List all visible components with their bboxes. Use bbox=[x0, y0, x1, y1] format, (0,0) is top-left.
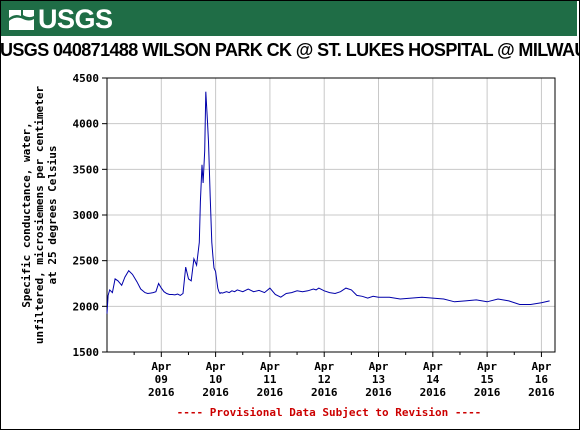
x-tick-label: Apr bbox=[314, 360, 334, 373]
x-tick-label: 2016 bbox=[528, 386, 555, 399]
y-axis-label-line: unfiltered, microsiemens per centimeter bbox=[33, 85, 46, 344]
y-axis-ticks: 1500 2000 2500 3000 3500 4000 4500 bbox=[73, 72, 107, 359]
series bbox=[106, 91, 550, 314]
chart-title: USGS 040871488 WILSON PARK CK @ ST. LUKE… bbox=[0, 40, 580, 60]
x-tick-label: 2016 bbox=[257, 386, 284, 399]
x-tick-label: 14 bbox=[426, 373, 440, 386]
y-tick-label: 4000 bbox=[73, 118, 100, 131]
x-axis-ticks: Apr092016Apr102016Apr112016Apr122016Apr1… bbox=[133, 352, 555, 399]
x-tick-label: 2016 bbox=[365, 386, 392, 399]
x-tick-label: 10 bbox=[209, 373, 222, 386]
x-tick-label: Apr bbox=[260, 360, 280, 373]
x-tick-label: 2016 bbox=[474, 386, 501, 399]
y-axis-label-line: at 25 degrees Celsius bbox=[46, 145, 59, 284]
y-tick-label: 3500 bbox=[73, 163, 100, 176]
x-tick-label: 09 bbox=[155, 373, 168, 386]
x-tick-label: 15 bbox=[480, 373, 493, 386]
y-tick-label: 3000 bbox=[73, 209, 100, 222]
x-tick-label: 2016 bbox=[148, 386, 175, 399]
y-axis-label-line: Specific conductance, water, bbox=[20, 122, 33, 307]
x-tick-label: Apr bbox=[206, 360, 226, 373]
usgs-banner: USGS bbox=[1, 1, 577, 36]
x-tick-label: 2016 bbox=[202, 386, 229, 399]
y-tick-label: 2000 bbox=[73, 300, 100, 313]
conductance-line bbox=[106, 91, 550, 314]
usgs-logo-text: USGS bbox=[38, 3, 113, 34]
x-tick-label: 13 bbox=[372, 373, 385, 386]
x-tick-label: Apr bbox=[369, 360, 389, 373]
x-tick-label: Apr bbox=[477, 360, 497, 373]
y-tick-label: 2500 bbox=[73, 255, 100, 268]
x-tick-label: Apr bbox=[531, 360, 551, 373]
y-axis-label: Specific conductance, water, unfiltered, … bbox=[20, 85, 59, 344]
x-tick-label: 11 bbox=[263, 373, 277, 386]
x-tick-label: Apr bbox=[423, 360, 443, 373]
usgs-wave-icon bbox=[9, 10, 34, 30]
x-tick-label: 2016 bbox=[311, 386, 338, 399]
x-tick-label: Apr bbox=[151, 360, 171, 373]
x-tick-label: 2016 bbox=[420, 386, 447, 399]
y-tick-label: 4500 bbox=[73, 72, 100, 85]
grid bbox=[107, 77, 555, 353]
y-tick-label: 1500 bbox=[73, 346, 100, 359]
usgs-logo[interactable]: USGS bbox=[7, 3, 113, 34]
provisional-notice: ---- Provisional Data Subject to Revisio… bbox=[177, 406, 482, 419]
x-tick-label: 12 bbox=[318, 373, 331, 386]
x-tick-label: 16 bbox=[535, 373, 549, 386]
